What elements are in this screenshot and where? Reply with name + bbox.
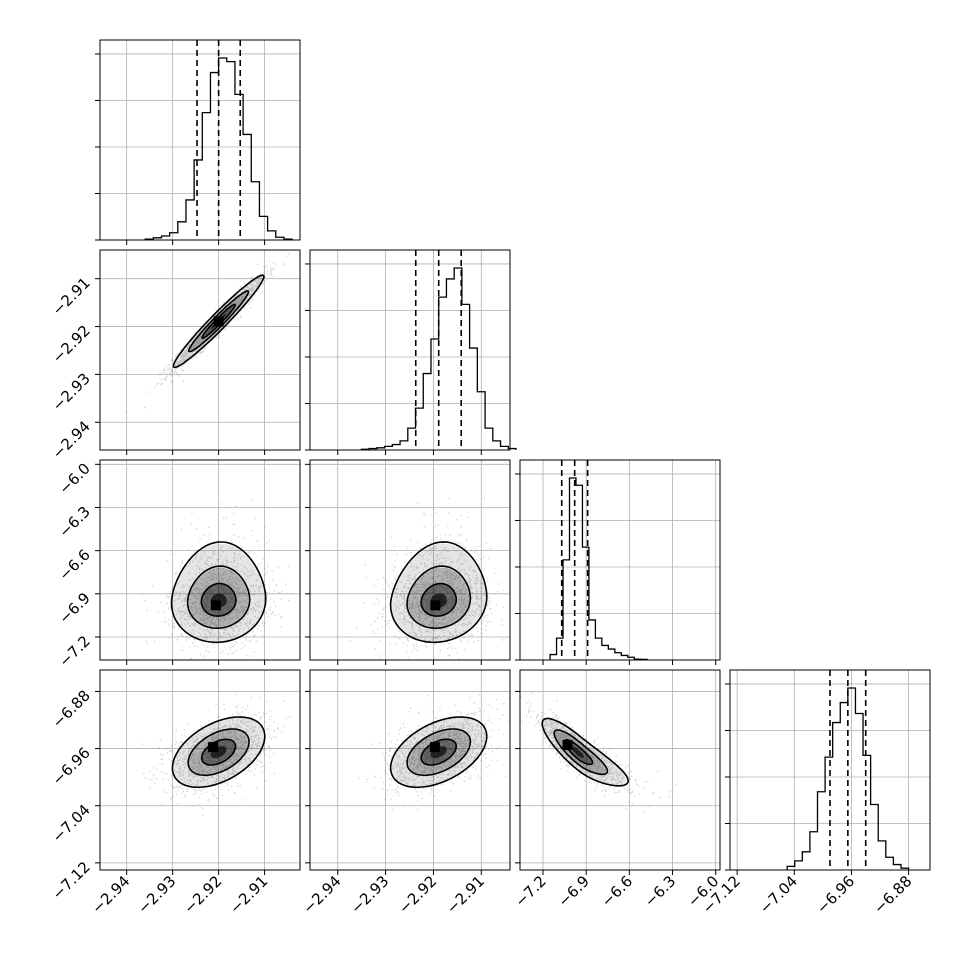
scatter-panel-1-3: −2.94 −2.93 −2.92 −2.91 bbox=[299, 669, 511, 917]
x-tick-label: −2.91 bbox=[443, 872, 488, 917]
y-tick-label: −6.96 bbox=[49, 744, 94, 789]
histogram-panel-0 bbox=[95, 39, 301, 245]
histogram-panel-1 bbox=[305, 249, 517, 455]
panel-frame bbox=[729, 669, 931, 871]
contour-level-1 bbox=[170, 541, 267, 644]
y-tick-label: −6.3 bbox=[55, 503, 93, 541]
y-tick-label: −6.0 bbox=[55, 459, 93, 497]
scatter-points bbox=[125, 253, 290, 413]
y-tick-label: −6.88 bbox=[49, 687, 94, 732]
scatter-points bbox=[142, 693, 291, 816]
y-tick-label: −7.2 bbox=[55, 632, 93, 670]
density-peak bbox=[210, 600, 221, 611]
histogram-panel-3: −7.12 −7.04 −6.96 −6.88 bbox=[699, 669, 931, 917]
contour-level-1 bbox=[389, 716, 488, 789]
scatter-points bbox=[520, 691, 677, 812]
y-tick-label: −2.94 bbox=[49, 417, 94, 462]
contour-level-3 bbox=[200, 582, 237, 617]
x-tick-label: −7.04 bbox=[756, 872, 801, 917]
y-tick-label: −2.91 bbox=[49, 274, 94, 319]
contour-level-2 bbox=[187, 290, 250, 353]
histogram-step-line bbox=[360, 267, 517, 450]
contour-level-1 bbox=[389, 541, 488, 644]
contour-level-2 bbox=[406, 565, 472, 630]
contour-level-3 bbox=[201, 303, 237, 340]
contour-level-1 bbox=[541, 717, 630, 787]
x-tick-label: −6.6 bbox=[598, 872, 636, 910]
panel-frame bbox=[99, 39, 301, 241]
x-tick-label: −2.93 bbox=[347, 872, 392, 917]
density-peak bbox=[430, 600, 441, 611]
contour-level-3 bbox=[420, 582, 458, 617]
x-tick-label: −2.94 bbox=[88, 872, 133, 917]
x-tick-label: −2.92 bbox=[395, 872, 440, 917]
density-peak bbox=[562, 740, 573, 750]
contour-level-3 bbox=[563, 739, 594, 766]
scatter-panel-0-3: −2.94 −2.93 −2.92 −2.91 −7.12 −7.04 −6.96 −6.88 bbox=[49, 669, 301, 917]
x-tick-label: −2.92 bbox=[180, 872, 225, 917]
y-tick-label: −7.04 bbox=[49, 801, 94, 846]
panel-frame bbox=[309, 669, 511, 871]
scatter-panel-2-3: −7.2 −6.9 −6.6 −6.3 −6.0 bbox=[511, 669, 723, 911]
scatter-panel-0-1: −2.94−2.93−2.92−2.91 bbox=[49, 249, 301, 463]
contour-level-1 bbox=[171, 716, 266, 789]
density-level bbox=[172, 543, 265, 642]
density-peak bbox=[429, 742, 440, 753]
scatter-point-cloud bbox=[142, 693, 291, 816]
y-tick-label: −6.6 bbox=[55, 546, 93, 584]
panel-frame bbox=[99, 669, 301, 871]
density-peak bbox=[208, 742, 219, 753]
panel-frame bbox=[519, 459, 721, 661]
x-tick-label: −6.88 bbox=[870, 872, 915, 917]
density-peak bbox=[213, 316, 224, 327]
histogram-panel-2 bbox=[515, 459, 721, 665]
scatter-panel-1-2 bbox=[305, 459, 511, 665]
density-level bbox=[571, 746, 584, 758]
x-tick-label: −2.94 bbox=[299, 872, 344, 917]
x-tick-label: −6.96 bbox=[813, 872, 858, 917]
scatter-points bbox=[358, 694, 510, 811]
x-tick-label: −2.91 bbox=[226, 872, 271, 917]
panel-frame bbox=[309, 249, 511, 451]
contour-level-3 bbox=[420, 738, 458, 766]
contour-level-3 bbox=[200, 738, 237, 766]
contour-level-1 bbox=[172, 274, 265, 369]
scatter-point-cloud bbox=[141, 498, 294, 660]
y-tick-label: −7.12 bbox=[49, 858, 94, 903]
contour-level-2 bbox=[553, 729, 609, 776]
y-tick-label: −6.9 bbox=[55, 589, 93, 627]
panel-frame bbox=[519, 669, 721, 871]
x-tick-label: −7.2 bbox=[511, 872, 549, 910]
contour-level-2 bbox=[186, 565, 251, 629]
scatter-points bbox=[349, 497, 505, 660]
panel-frame bbox=[309, 459, 511, 661]
x-tick-label: −6.3 bbox=[641, 872, 679, 910]
y-tick-label: −2.92 bbox=[49, 322, 94, 367]
y-tick-label: −2.93 bbox=[49, 370, 94, 415]
panel-frame bbox=[99, 249, 301, 451]
scatter-points bbox=[141, 498, 294, 660]
contour-level-2 bbox=[406, 728, 472, 777]
contour-level-2 bbox=[187, 728, 250, 777]
panel-frame bbox=[99, 459, 301, 661]
x-tick-label: −2.93 bbox=[134, 872, 179, 917]
scatter-panel-0-2: −7.2 −6.9 −6.6 −6.3 −6.0 bbox=[55, 459, 301, 671]
histogram-step-line bbox=[549, 477, 648, 661]
x-tick-label: −6.9 bbox=[555, 872, 593, 910]
